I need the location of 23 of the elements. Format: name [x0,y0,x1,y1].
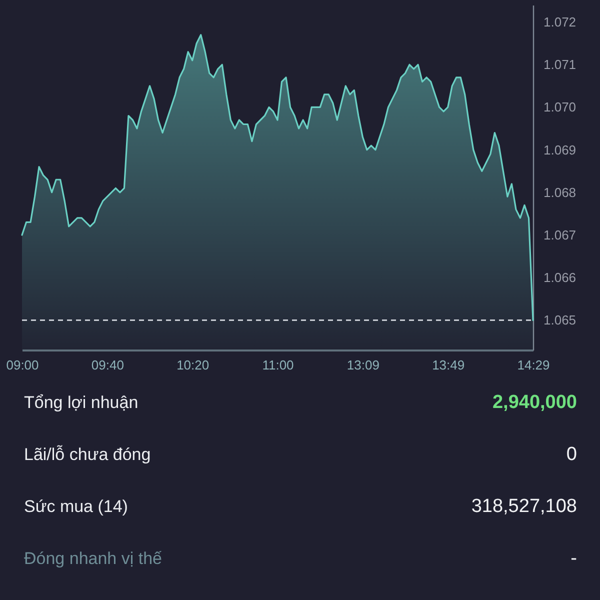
text: Đóng nhanh vị thế [24,549,162,569]
x-tick-label: 09:00 [6,358,39,372]
text: 2,940,000 [492,392,577,414]
text: 0 [566,444,577,466]
x-tick-label: 14:29 [517,358,550,372]
text: Tổng lợi nhuận [24,393,138,413]
y-tick-label: 1.072 [544,14,576,30]
x-tick-label: 13:49 [432,358,465,372]
y-tick-label: 1.070 [544,100,576,115]
x-tick-label: 09:40 [91,358,124,372]
text: 318,527,108 [471,496,577,518]
x-tick-label: 11:00 [262,358,294,372]
y-tick-label: 1.068 [544,184,576,200]
text: Sức mua (14) [24,497,128,517]
y-tick-label: 1.069 [544,142,576,158]
y-tick-label: 1.071 [544,57,576,72]
x-tick-label: 13:09 [346,358,380,372]
y-tick-label: 1.067 [544,228,576,242]
text: - [570,548,577,570]
y-tick-label: 1.065 [544,312,576,328]
y-tick-label: 1.066 [544,270,576,286]
x-tick-label: 10:20 [176,358,210,372]
text: Lãi/lỗ chưa đóng [24,445,151,465]
